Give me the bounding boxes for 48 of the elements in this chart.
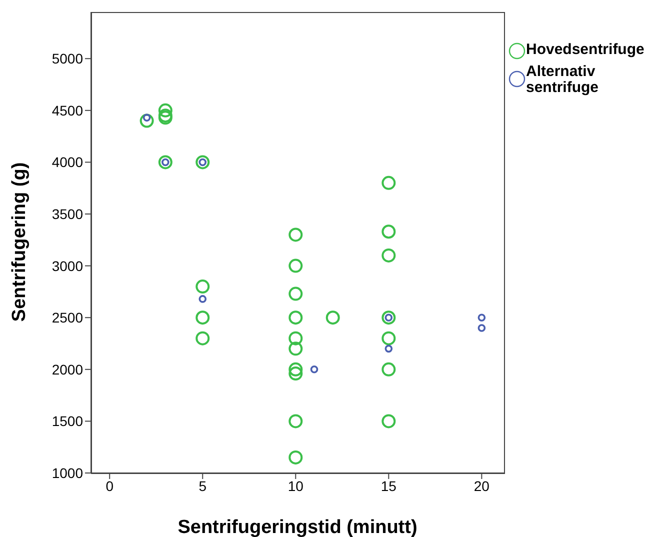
x-axis-title: Sentrifugeringstid (minutt) (178, 517, 418, 537)
legend-label: Alternativ sentrifuge (526, 63, 600, 96)
x-tick-label: 10 (288, 478, 304, 494)
point (382, 224, 396, 239)
point (288, 450, 303, 464)
point (326, 310, 340, 325)
point (158, 103, 172, 118)
x-tick-label: 0 (106, 478, 114, 494)
point (382, 176, 396, 190)
point (384, 344, 393, 353)
y-tick-label: 4500 (52, 102, 84, 118)
point (288, 331, 303, 346)
point (196, 331, 210, 346)
point (196, 310, 210, 325)
point (140, 114, 154, 128)
y-axis-title: Sentrifugering (g) (9, 162, 31, 322)
point (382, 310, 396, 325)
point (382, 331, 396, 346)
point (288, 342, 303, 356)
point (288, 362, 303, 376)
y-tick-label: 1000 (52, 464, 84, 481)
y-tick-label: 2500 (52, 310, 84, 326)
point (382, 414, 396, 428)
point (478, 324, 486, 332)
point (382, 362, 396, 376)
x-tick-label: 5 (198, 478, 207, 494)
point (196, 280, 210, 294)
point (310, 366, 318, 374)
point (288, 310, 303, 325)
y-tick-label: 4000 (52, 154, 84, 170)
point (288, 414, 303, 428)
point (288, 228, 303, 242)
point (288, 286, 303, 301)
point (382, 248, 396, 262)
point (196, 155, 210, 170)
y-tick-label: 1500 (52, 413, 84, 430)
y-tick-label: 2000 (52, 361, 84, 378)
legend-label: Hovedsentrifuge (526, 41, 644, 58)
y-tick-label: 3000 (52, 258, 84, 274)
point (478, 314, 486, 322)
x-tick-label: 20 (474, 478, 490, 494)
point (288, 366, 303, 381)
y-tick-label: 3500 (52, 206, 84, 222)
point (198, 295, 207, 303)
point (158, 155, 172, 170)
y-tick-label: 5000 (52, 50, 84, 67)
x-tick-label: 15 (380, 478, 397, 494)
point (288, 258, 303, 273)
